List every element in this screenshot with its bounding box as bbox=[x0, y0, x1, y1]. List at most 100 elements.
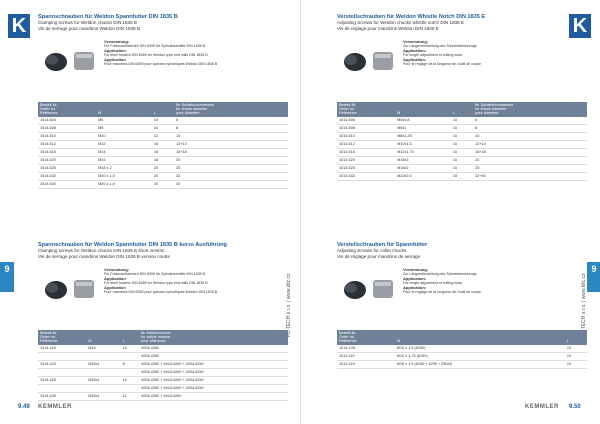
table-row: 1014.516 M12x1,75 10 16+18 bbox=[337, 148, 587, 157]
usage-head: Application: bbox=[403, 47, 427, 53]
table-cell: 4004:4260 + 4404:4260 + 4004:4250 bbox=[139, 368, 288, 377]
table-cell: 1014.608 bbox=[38, 124, 97, 133]
table-cell: M8x1,25 bbox=[395, 132, 451, 141]
table-cell bbox=[554, 344, 565, 353]
table-cell: 4004:4260 bbox=[139, 344, 288, 353]
table-cell: 10 bbox=[450, 148, 474, 157]
table-row: 1014.416 M16 14 4004:4260 bbox=[38, 344, 288, 353]
page-number: 9.50 bbox=[569, 404, 581, 410]
usage: Verwendung: Zur Längeneinstellung des Sch… bbox=[399, 267, 587, 330]
header-cell: L bbox=[564, 330, 587, 345]
table-cell bbox=[86, 352, 121, 361]
usage-block: Verwendung: Für Fräseraufnahmen DIN 6359 … bbox=[104, 267, 288, 277]
header-cell: L bbox=[120, 330, 140, 345]
table-cell: 10 bbox=[450, 116, 474, 125]
table-cell: M6x1 bbox=[395, 124, 451, 133]
table-cell: M12x1,75 bbox=[395, 148, 451, 157]
table-row: 4004:4260 + 4404:4260 + 4004:4250 bbox=[38, 384, 288, 393]
table-cell: M18x1 bbox=[86, 392, 121, 401]
table-row: 1014.620 M16 16 20 bbox=[38, 156, 288, 165]
table-row: 1014.532 M20x2,5 15 32+40 bbox=[337, 172, 587, 181]
table-cell: 1014.625 bbox=[38, 164, 97, 173]
section-subtitle: Adjusting Screws for Weldon chucks whist… bbox=[337, 20, 465, 25]
table-row: 1014.616 M14 16 16+18 bbox=[38, 148, 288, 157]
usage-text: Für Fräseraufnahmen DIN 6359 für Zylinde… bbox=[104, 44, 206, 49]
image-box bbox=[38, 40, 100, 102]
usage-head: Verwendung: bbox=[104, 39, 130, 44]
table-cell: 10 bbox=[564, 360, 587, 369]
table-cell: 12+14 bbox=[174, 140, 288, 149]
table-cell bbox=[38, 368, 87, 377]
header-cell: Bestell-Nr. Order no. Référence bbox=[38, 330, 87, 345]
table-row: 1014.506 M5x0,8 10 6 bbox=[337, 116, 587, 125]
section-subtitle: Vis de réglage pour mandrins de serrage bbox=[337, 254, 421, 259]
header-cell: Bestell-Nr. Order no. Référence bbox=[337, 102, 396, 117]
product-info: Verwendung: Zur Längeneinstellung des Sch… bbox=[337, 39, 587, 102]
table-row: 1014.508 M6x1 10 8 bbox=[337, 124, 587, 133]
table-cell: 16 bbox=[151, 140, 175, 149]
table-cell bbox=[120, 384, 140, 393]
product-image bbox=[45, 280, 94, 299]
usage-block: Application: For length adjustment of cut… bbox=[403, 47, 587, 58]
table-cell: 20 bbox=[151, 172, 175, 181]
table-cell: 10 bbox=[174, 132, 288, 141]
table-cell: 1014.604 bbox=[38, 116, 97, 125]
usage-block: Verwendung: Zur Längeneinstellung des Sch… bbox=[403, 267, 587, 277]
table-cell: 1014.105 bbox=[337, 344, 395, 353]
table-cell: M5x0,8 bbox=[395, 116, 451, 125]
usage-block: Application For shell holders DIN 6359 fo… bbox=[104, 47, 288, 58]
table-cell: M10 bbox=[96, 132, 152, 141]
table-row: 1014.105 M10 x 1,5 (6150) 10 bbox=[337, 344, 587, 353]
usage-head: Application bbox=[104, 284, 126, 290]
section: Spannschrauben für Weldon Spannfutter DI… bbox=[38, 14, 288, 189]
table-cell: 10 bbox=[564, 352, 587, 361]
table-cell: 10 bbox=[473, 132, 587, 141]
usage-block: Application: Pour le réglage de la longue… bbox=[403, 57, 587, 67]
table-row: 1014.608 M8 10 8 bbox=[38, 124, 288, 133]
table-cell: 4004:4260 bbox=[139, 352, 288, 361]
header-cell bbox=[554, 330, 565, 345]
usage: Verwendung: Für Fräseraufnahmen DIN 6359 … bbox=[100, 267, 288, 330]
header-cell: L bbox=[151, 102, 175, 117]
table-cell: 20 bbox=[473, 156, 587, 165]
usage-head: Application bbox=[104, 275, 126, 281]
table-cell: 20 bbox=[151, 164, 175, 173]
usage-head: Application bbox=[104, 56, 126, 62]
table-cell: 1014.632 bbox=[38, 172, 97, 181]
usage-block: Verwendung: Zur Längeneinstellung des Sch… bbox=[403, 39, 587, 49]
table-cell: 1014.508 bbox=[337, 124, 396, 133]
footer-brand: KEMMLER bbox=[38, 404, 72, 410]
product-image bbox=[344, 280, 393, 299]
table-cell: 1014.520 bbox=[337, 156, 396, 165]
table-cell: 1014.640 bbox=[38, 180, 97, 189]
table-row: 1014.510 M8x1,25 10 10 bbox=[337, 132, 587, 141]
usage-block: Application: For length adjustment of cut… bbox=[403, 276, 587, 286]
usage-head: Application bbox=[104, 47, 126, 53]
table-row: 1014.430 M18x1 11 4004:4260 + 4404:4260 bbox=[38, 392, 288, 401]
table-row: 1014.420 M16x1 8 4004:4260 + 4404:4260 + 40… bbox=[38, 360, 288, 369]
header-row: Bestell-Nr. Order no. Référence M L bbox=[337, 330, 587, 345]
table-cell: 10 bbox=[564, 344, 587, 353]
table-cell: 4004:4260 + 4404:4260 + 4004:4250 bbox=[139, 384, 288, 393]
table-cell: M16x2 bbox=[395, 164, 451, 173]
table-cell: M10x1,5 bbox=[395, 140, 451, 149]
table-cell bbox=[38, 352, 87, 361]
table-cell: 1014.616 bbox=[38, 148, 97, 157]
table-cell bbox=[86, 368, 121, 377]
table-cell bbox=[554, 360, 565, 369]
section-title: Verstellschrauben für Weldon Whistle Not… bbox=[337, 14, 486, 20]
table-cell: 6 bbox=[473, 116, 587, 125]
table-cell: M16 bbox=[96, 156, 152, 165]
table-cell: 1014.115 bbox=[337, 360, 395, 369]
table-cell bbox=[86, 384, 121, 393]
table-cell: 10 bbox=[120, 376, 140, 385]
table-cell: 8 bbox=[174, 124, 288, 133]
table-cell: 16 bbox=[151, 148, 175, 157]
table-cell: 1014.612 bbox=[38, 140, 97, 149]
header-cell: Bestell-Nr. Order no. Référence bbox=[337, 330, 395, 345]
logo: K bbox=[569, 14, 591, 38]
